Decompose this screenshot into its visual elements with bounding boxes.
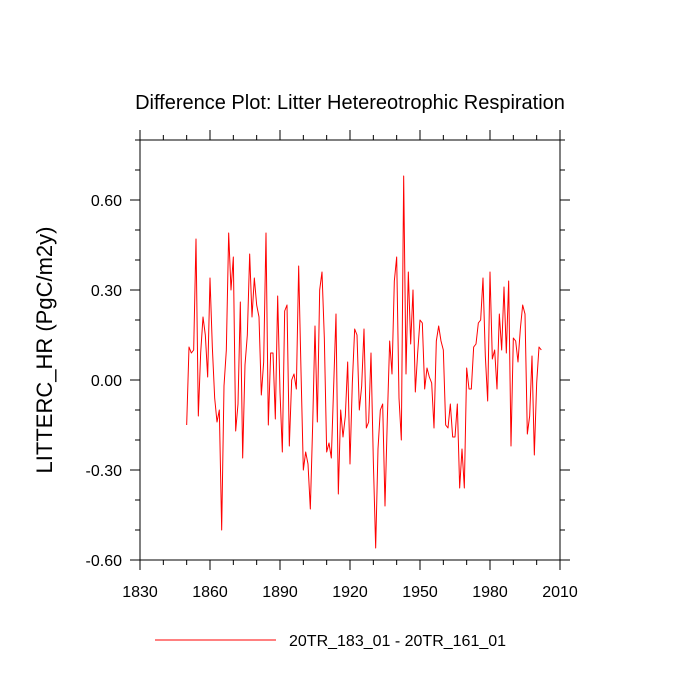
y-tick-label: 0.30: [91, 283, 122, 300]
x-tick-label: 1980: [472, 584, 508, 601]
x-tick-label: 1950: [402, 584, 438, 601]
series-line-0: [186, 175, 542, 549]
y-tick-label: -0.30: [86, 463, 123, 480]
plot-area: [186, 175, 542, 549]
legend-label: 20TR_183_01 - 20TR_161_01: [289, 633, 506, 650]
legend: 20TR_183_01 - 20TR_161_01: [155, 633, 506, 650]
y-tick-label: 0.60: [91, 193, 122, 210]
plot-frame: [139, 139, 561, 561]
x-tick-label: 1860: [192, 584, 228, 601]
y-tick-label: 0.00: [91, 373, 122, 390]
axes: 1830 1860 1890 1920 1950 1980 2010 -0.60 -0.30 0.…: [86, 130, 578, 601]
x-tick-label: 1890: [262, 584, 298, 601]
y-axis-label: LITTERC_HR (PgC/m2y): [32, 227, 57, 474]
x-tick-label: 1920: [332, 584, 368, 601]
y-tick-label: -0.60: [86, 553, 123, 570]
x-tick-label: 2010: [542, 584, 578, 601]
chart-title: Difference Plot: Litter Hetereotrophic R…: [135, 92, 565, 114]
x-tick-label: 1830: [122, 584, 158, 601]
